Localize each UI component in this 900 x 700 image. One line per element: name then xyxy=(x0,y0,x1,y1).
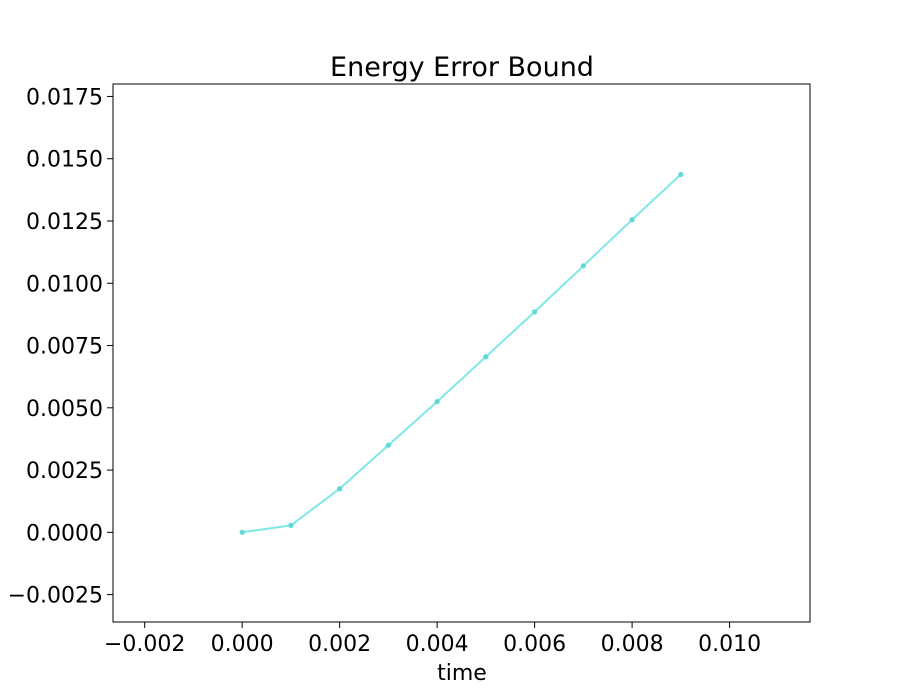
x-tick-label: 0.008 xyxy=(601,632,664,657)
y-tick-label: 0.0150 xyxy=(26,148,103,173)
y-tick-label: −0.0025 xyxy=(8,584,103,609)
x-tick-label: 0.010 xyxy=(698,632,761,657)
data-point xyxy=(239,529,245,535)
data-point xyxy=(337,486,343,492)
data-point xyxy=(434,398,440,405)
y-tick-label: 0.0175 xyxy=(26,85,103,110)
x-tick-label: 0.002 xyxy=(308,632,371,657)
y-tick-label: 0.0025 xyxy=(26,459,103,484)
x-tick-label: −0.002 xyxy=(104,632,185,657)
data-point xyxy=(580,263,586,269)
chart-title: Energy Error Bound xyxy=(330,52,594,83)
x-axis-label: time xyxy=(437,661,487,686)
y-axis: −0.0025 0.0000 0.0025 0.0050 0.0075 0.0100 0.0… xyxy=(8,85,113,609)
data-point xyxy=(629,217,635,223)
y-tick-label: 0.0125 xyxy=(26,210,103,235)
y-tick-label: 0.0000 xyxy=(26,521,103,546)
x-axis: −0.002 0.000 0.002 0.004 0.006 0.008 0.010 xyxy=(104,622,761,657)
y-tick-label: 0.0050 xyxy=(26,397,103,422)
series-layer xyxy=(239,171,684,535)
x-tick-label: 0.004 xyxy=(406,632,469,657)
data-point xyxy=(288,522,294,528)
plot-area xyxy=(112,83,811,623)
series-line xyxy=(242,173,682,534)
data-point xyxy=(678,171,684,178)
y-tick-label: 0.0100 xyxy=(26,272,103,297)
data-point xyxy=(532,309,538,315)
x-tick-label: 0.006 xyxy=(503,632,566,657)
y-tick-label: 0.0075 xyxy=(26,335,103,360)
data-point xyxy=(385,442,391,448)
data-point xyxy=(483,354,489,360)
x-tick-label: 0.000 xyxy=(211,632,274,657)
